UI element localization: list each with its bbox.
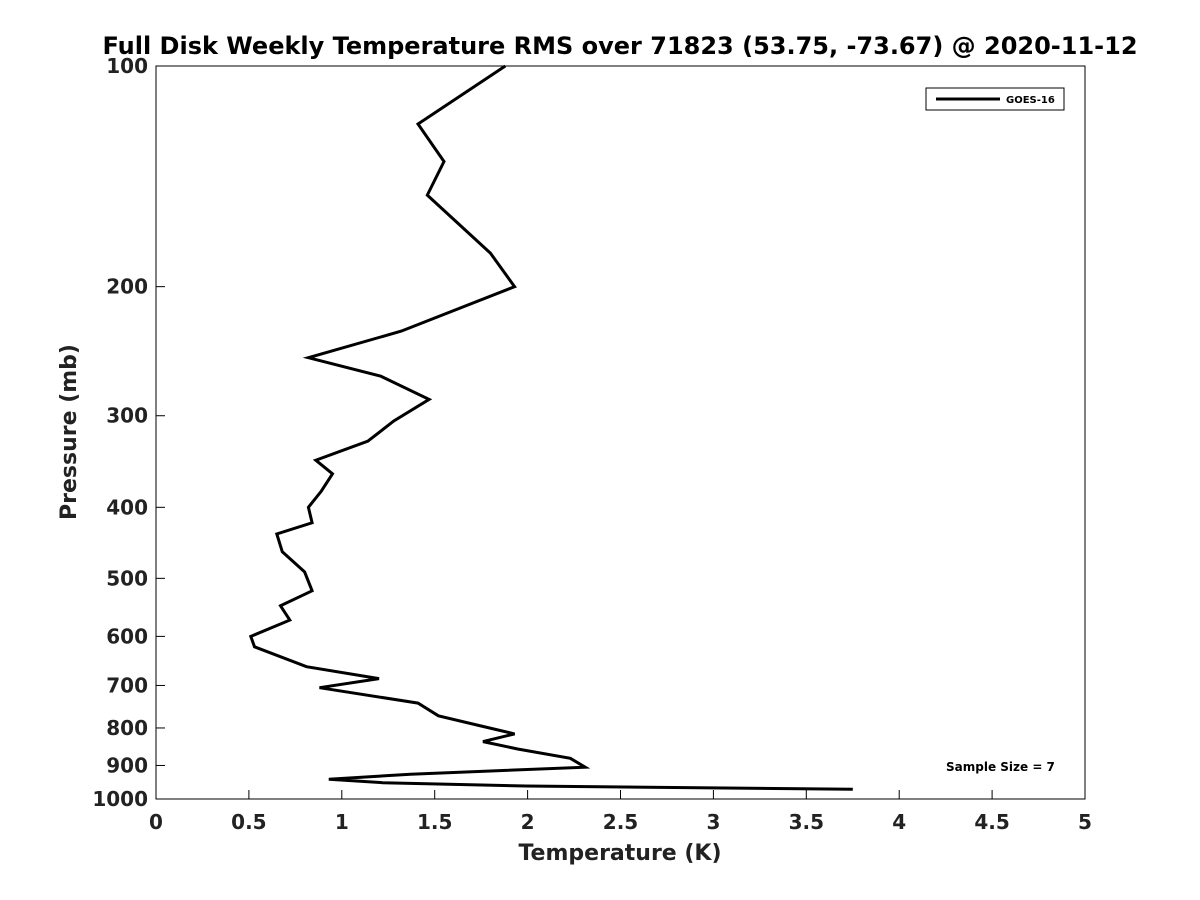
- x-tick-label: 4.5: [974, 810, 1009, 834]
- x-axis-label: Temperature (K): [518, 841, 721, 866]
- y-tick-label: 800: [106, 716, 148, 740]
- y-tick-label: 900: [106, 753, 148, 777]
- y-tick-label: 700: [106, 673, 148, 697]
- chart-title: Full Disk Weekly Temperature RMS over 71…: [102, 32, 1137, 60]
- legend-label-goes-16: GOES-16: [1006, 95, 1055, 106]
- series-layer: [248, 64, 853, 791]
- legend: GOES-16: [925, 87, 1065, 111]
- y-tick-label: 1000: [92, 787, 148, 811]
- y-axis-label: Pressure (mb): [57, 344, 82, 520]
- x-tick-label: 2: [521, 810, 535, 834]
- x-tick-label: 3.5: [789, 810, 824, 834]
- y-tick-label: 100: [106, 54, 148, 78]
- sample-size-annotation: Sample Size = 7: [946, 760, 1055, 774]
- x-tick-label: 0: [149, 810, 163, 834]
- y-tick-label: 400: [106, 495, 148, 519]
- x-tick-label: 0.5: [231, 810, 266, 834]
- y-tick-label: 200: [106, 275, 148, 299]
- y-tick-label: 500: [106, 566, 148, 590]
- y-axis-ticks: 100 200 300 400 500 600 700 800 900 1000: [92, 54, 165, 811]
- x-tick-label: 5: [1078, 810, 1092, 834]
- series-line-goes-16: [248, 64, 853, 791]
- x-axis-ticks: 0 0.5 1 1.5 2 2.5 3 3.5 4 4.5 5: [149, 790, 1092, 834]
- x-tick-label: 1: [335, 810, 349, 834]
- x-tick-label: 3: [706, 810, 720, 834]
- y-tick-label: 300: [106, 404, 148, 428]
- plot-area-frame: [155, 65, 1086, 800]
- y-tick-label: 600: [106, 624, 148, 648]
- x-tick-label: 1.5: [417, 810, 452, 834]
- x-tick-label: 4: [892, 810, 906, 834]
- x-tick-label: 2.5: [603, 810, 638, 834]
